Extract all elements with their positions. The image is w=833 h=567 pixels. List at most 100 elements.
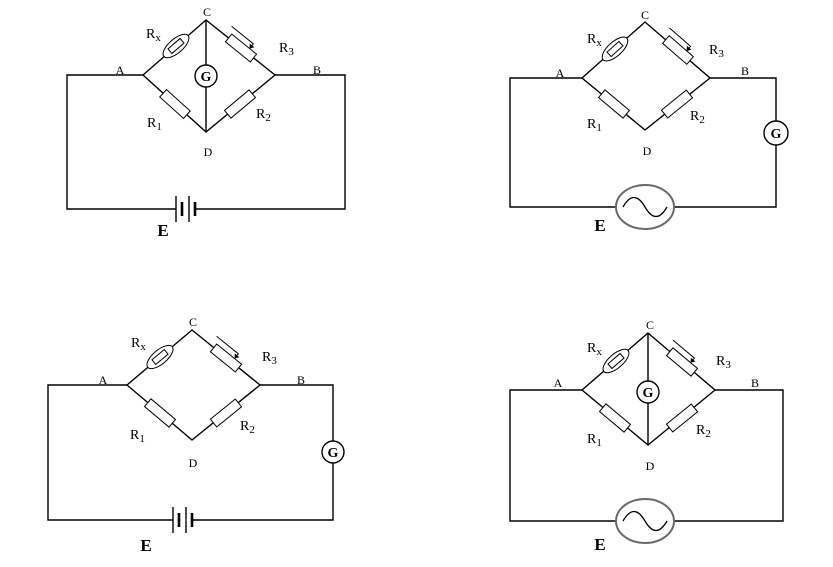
resistor-r2 — [665, 403, 699, 433]
source-label: E — [140, 536, 151, 555]
label-r3: R3 — [279, 41, 294, 58]
galvanometer-circle — [636, 380, 660, 404]
label-r1-base: R — [147, 116, 157, 131]
resistor-r3 — [665, 339, 699, 377]
resistor-rx-body — [151, 348, 169, 366]
galvanometer-circle — [763, 120, 789, 146]
resistor-r1 — [598, 403, 632, 433]
galvanometer-circle — [194, 64, 218, 88]
ac-source-icon — [615, 184, 675, 230]
label-r3-base: R — [262, 350, 272, 365]
label-r1-base: R — [587, 117, 597, 132]
resistor-r2 — [223, 89, 257, 119]
node-label-b: B — [297, 373, 305, 387]
resistor-r1-body — [597, 89, 631, 119]
node-label-a: A — [554, 376, 563, 390]
galvanometer-label: G — [771, 127, 782, 142]
galvanometer-icon: G — [763, 120, 789, 146]
wire-left-loop — [47, 384, 173, 521]
label-rx: Rx — [587, 32, 602, 49]
resistor-r3-body — [224, 33, 258, 63]
node-label-d: D — [646, 459, 655, 473]
circuit-2: G E A B C D Rx R3 R1 R2 — [509, 8, 789, 235]
wire-right-loop — [195, 74, 346, 210]
label-rx: Rx — [587, 341, 602, 358]
ac-source-sine-wave — [622, 196, 668, 218]
label-r2-sub: 2 — [699, 114, 705, 126]
label-r2-sub: 2 — [249, 424, 255, 436]
ac-source-icon — [615, 498, 675, 544]
node-label-c: C — [189, 315, 197, 329]
label-r1: R1 — [587, 117, 602, 134]
label-r2-sub: 2 — [265, 112, 271, 124]
resistor-r2-body — [209, 398, 243, 428]
resistor-r3 — [209, 335, 243, 373]
galvanometer-label: G — [201, 70, 212, 85]
node-label-b: B — [741, 64, 749, 78]
label-rx-base: R — [587, 32, 597, 47]
resistor-r3-slider-arrow — [234, 353, 240, 359]
label-r1: R1 — [130, 428, 145, 445]
node-label-c: C — [646, 318, 654, 332]
label-r1-sub: 1 — [596, 437, 602, 449]
label-rx: Rx — [131, 336, 146, 353]
label-r2: R2 — [696, 423, 711, 440]
label-r2-base: R — [690, 109, 700, 124]
wire-left-loop — [66, 74, 176, 210]
label-r3: R3 — [262, 350, 277, 367]
label-r3-sub: 3 — [271, 355, 277, 367]
label-r3-sub: 3 — [718, 48, 724, 60]
galvanometer-icon: G — [321, 440, 345, 464]
label-r3-base: R — [709, 43, 719, 58]
galvanometer-circle — [321, 440, 345, 464]
resistor-rx-body — [167, 37, 185, 55]
galvanometer-icon: G — [194, 64, 218, 88]
label-rx-sub: x — [140, 341, 146, 353]
resistor-r3-slider-arrow — [686, 45, 692, 51]
ac-source-sine-wave — [622, 510, 668, 532]
label-r2-base: R — [240, 419, 250, 434]
resistor-r2-body — [660, 89, 694, 119]
node-label-d: D — [643, 144, 652, 158]
node-label-a: A — [556, 66, 565, 80]
label-r3-base: R — [716, 354, 726, 369]
battery-icon — [172, 507, 194, 533]
label-r1-sub: 1 — [596, 122, 602, 134]
resistor-r3-slider-arrow — [249, 43, 255, 49]
node-label-b: B — [313, 63, 321, 77]
node-label-c: C — [203, 5, 211, 19]
label-r1-sub: 1 — [139, 433, 145, 445]
resistor-r2-body — [665, 403, 699, 433]
resistor-r1-body — [598, 403, 632, 433]
node-label-c: C — [641, 8, 649, 22]
resistor-rx-body — [607, 352, 625, 370]
source-label: E — [594, 535, 605, 554]
resistor-rx — [601, 36, 629, 62]
label-r3: R3 — [709, 43, 724, 60]
node-label-a: A — [99, 373, 108, 387]
label-r3-sub: 3 — [725, 359, 731, 371]
label-rx-base: R — [587, 341, 597, 356]
label-rx: Rx — [146, 27, 161, 44]
resistor-r3-body — [665, 347, 699, 377]
label-rx-sub: x — [596, 346, 602, 358]
label-r1-sub: 1 — [156, 121, 162, 133]
battery-icon — [175, 196, 197, 222]
galvanometer-label: G — [328, 446, 339, 461]
wire-right-loop — [192, 384, 334, 521]
label-r2-base: R — [256, 107, 266, 122]
galvanometer-icon: G — [636, 380, 660, 404]
label-r2: R2 — [256, 107, 271, 124]
resistor-r2 — [209, 398, 243, 428]
resistor-r1-body — [159, 88, 191, 120]
node-label-b: B — [751, 376, 759, 390]
label-r2: R2 — [690, 109, 705, 126]
resistor-rx — [146, 344, 174, 370]
label-r3-base: R — [279, 41, 289, 56]
label-r1: R1 — [147, 116, 162, 133]
label-rx-sub: x — [155, 32, 161, 44]
source-label: E — [594, 216, 605, 235]
resistor-rx-body — [606, 40, 624, 58]
resistor-r1 — [143, 398, 177, 428]
